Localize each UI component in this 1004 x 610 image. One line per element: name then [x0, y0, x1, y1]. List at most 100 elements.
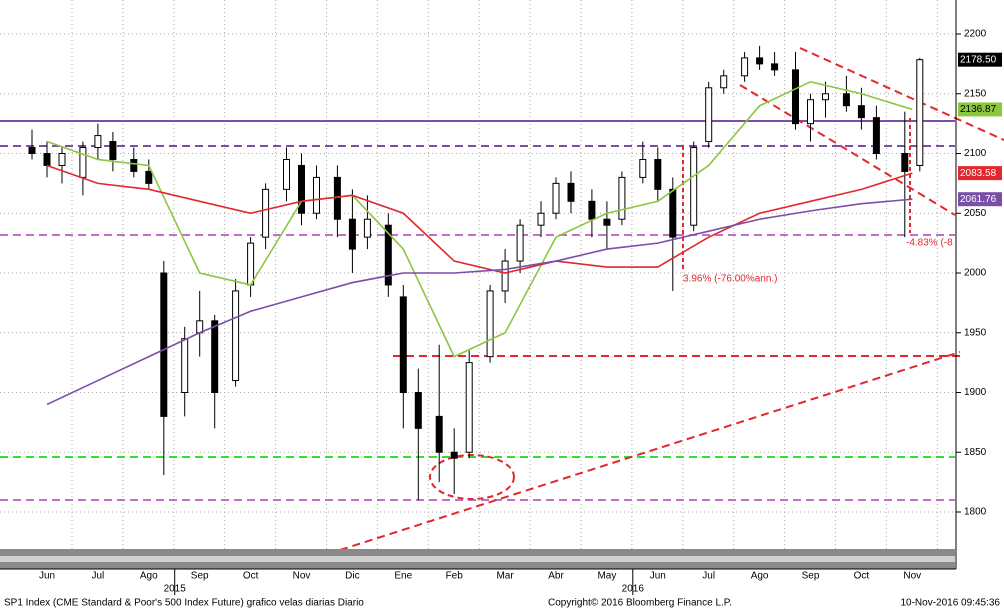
y-tick-label: 2100: [964, 148, 987, 159]
candle-body: [313, 176, 320, 214]
last-price-label: 2178.50: [960, 54, 997, 65]
candle-body: [399, 296, 407, 393]
trend-line: [339, 351, 961, 551]
candle-body: [181, 338, 189, 394]
plot: [28, 45, 924, 501]
annotation: -4.83% (-8: [906, 238, 953, 249]
candle-body: [109, 141, 117, 160]
candle-body: [916, 59, 924, 166]
candle-body: [196, 320, 204, 334]
y-tick-label: 1850: [964, 447, 987, 458]
candle-body: [669, 188, 677, 238]
candle-body: [705, 87, 713, 143]
candle-body: [537, 212, 545, 226]
x-tick-label: Oct: [243, 571, 259, 582]
candle-body: [654, 158, 662, 190]
candle-body: [756, 57, 764, 65]
candle-body: [145, 170, 153, 184]
candle-body: [160, 272, 168, 417]
y-tick-label: 1800: [964, 507, 987, 518]
candle-body: [603, 218, 611, 226]
footer-title: SP1 Index (CME Standard & Poor's 500 Ind…: [4, 598, 364, 609]
candle-body: [639, 158, 647, 178]
x-tick-label: Nov: [293, 571, 311, 582]
candle-body: [720, 75, 728, 89]
x-tick-label: Feb: [446, 571, 464, 582]
candle-body: [283, 158, 290, 190]
candle-body: [516, 224, 524, 262]
candle-body: [384, 224, 392, 286]
candle-body: [211, 320, 219, 393]
last-price-box: [958, 52, 1002, 67]
x-tick-label: Jul: [92, 571, 105, 582]
candle-body: [333, 176, 341, 220]
y-tick-label: 1950: [964, 327, 987, 338]
candle-body: [247, 242, 255, 286]
candle-body: [262, 188, 270, 238]
highlight-ellipse: [429, 454, 515, 500]
candle-body: [842, 93, 850, 107]
candle-body: [79, 147, 87, 178]
candle-body: [807, 99, 814, 125]
candle-body: [618, 176, 626, 220]
last-value-label: 2061.76: [960, 194, 997, 205]
last-value-box: [958, 192, 1002, 207]
x-tick-label: Jun: [650, 571, 666, 582]
candle-body: [28, 147, 36, 154]
scroll-thumb: [0, 556, 955, 562]
candle-body: [588, 200, 596, 220]
candle-body: [771, 63, 779, 71]
last-value-box: [958, 102, 1002, 117]
candle-body: [435, 415, 443, 453]
candle-body: [363, 218, 371, 238]
candle-body: [822, 93, 829, 101]
candle-body: [486, 290, 494, 358]
timestamp: 10-Nov-2016 09:45:36: [900, 598, 1000, 609]
trend-line: [739, 84, 956, 216]
candle-body: [501, 260, 509, 292]
copyright: Copyright© 2016 Bloomberg Finance L.P.: [548, 598, 732, 609]
x-tick-label: Ago: [140, 571, 158, 582]
candle-body: [94, 135, 102, 149]
candle-body: [232, 290, 240, 382]
candle-body: [567, 182, 575, 202]
candle-body: [792, 69, 799, 125]
x-tick-label: Ene: [394, 571, 412, 582]
candle-body: [450, 451, 458, 459]
candle-body: [857, 105, 865, 119]
x-tick-label: Oct: [854, 571, 870, 582]
candle-body: [741, 57, 749, 77]
x-tick-label: Sep: [802, 571, 820, 582]
x-tick-label: Jul: [702, 571, 715, 582]
line-series: [46, 164, 913, 274]
candle-body: [58, 153, 66, 166]
candle-body: [43, 153, 51, 166]
x-tick-label: Dic: [345, 571, 359, 582]
trend-line: [799, 47, 1004, 141]
x-tick-label: May: [597, 571, 616, 582]
candle-body: [690, 147, 698, 226]
annotation: 3.96% (-76.00%ann.): [683, 274, 778, 285]
candle-body: [872, 117, 880, 154]
x-tick-label: Sep: [191, 571, 209, 582]
x-tick-label: Mar: [496, 571, 514, 582]
y-tick-label: 2050: [964, 208, 987, 219]
candle-body: [552, 182, 560, 214]
y-tick-label: 2150: [964, 88, 987, 99]
y-tick-label: 1900: [964, 387, 987, 398]
axes: 1800 1850 1900 1950 2000 2050 2100 2150 2200 Jun J…: [39, 29, 1002, 595]
x-tick-label: Jun: [39, 571, 55, 582]
candle-body: [414, 392, 422, 429]
annotations: [0, 47, 1004, 551]
candle-body: [465, 362, 473, 453]
candle-body: [901, 153, 909, 172]
line-series: [46, 198, 913, 406]
candle-body: [130, 158, 138, 172]
line-series: [46, 80, 913, 358]
last-value-label: 2083.58: [960, 168, 997, 179]
last-value-label: 2136.87: [960, 104, 997, 115]
x-tick-label: Ago: [751, 571, 769, 582]
y-tick-label: 2200: [964, 29, 987, 40]
